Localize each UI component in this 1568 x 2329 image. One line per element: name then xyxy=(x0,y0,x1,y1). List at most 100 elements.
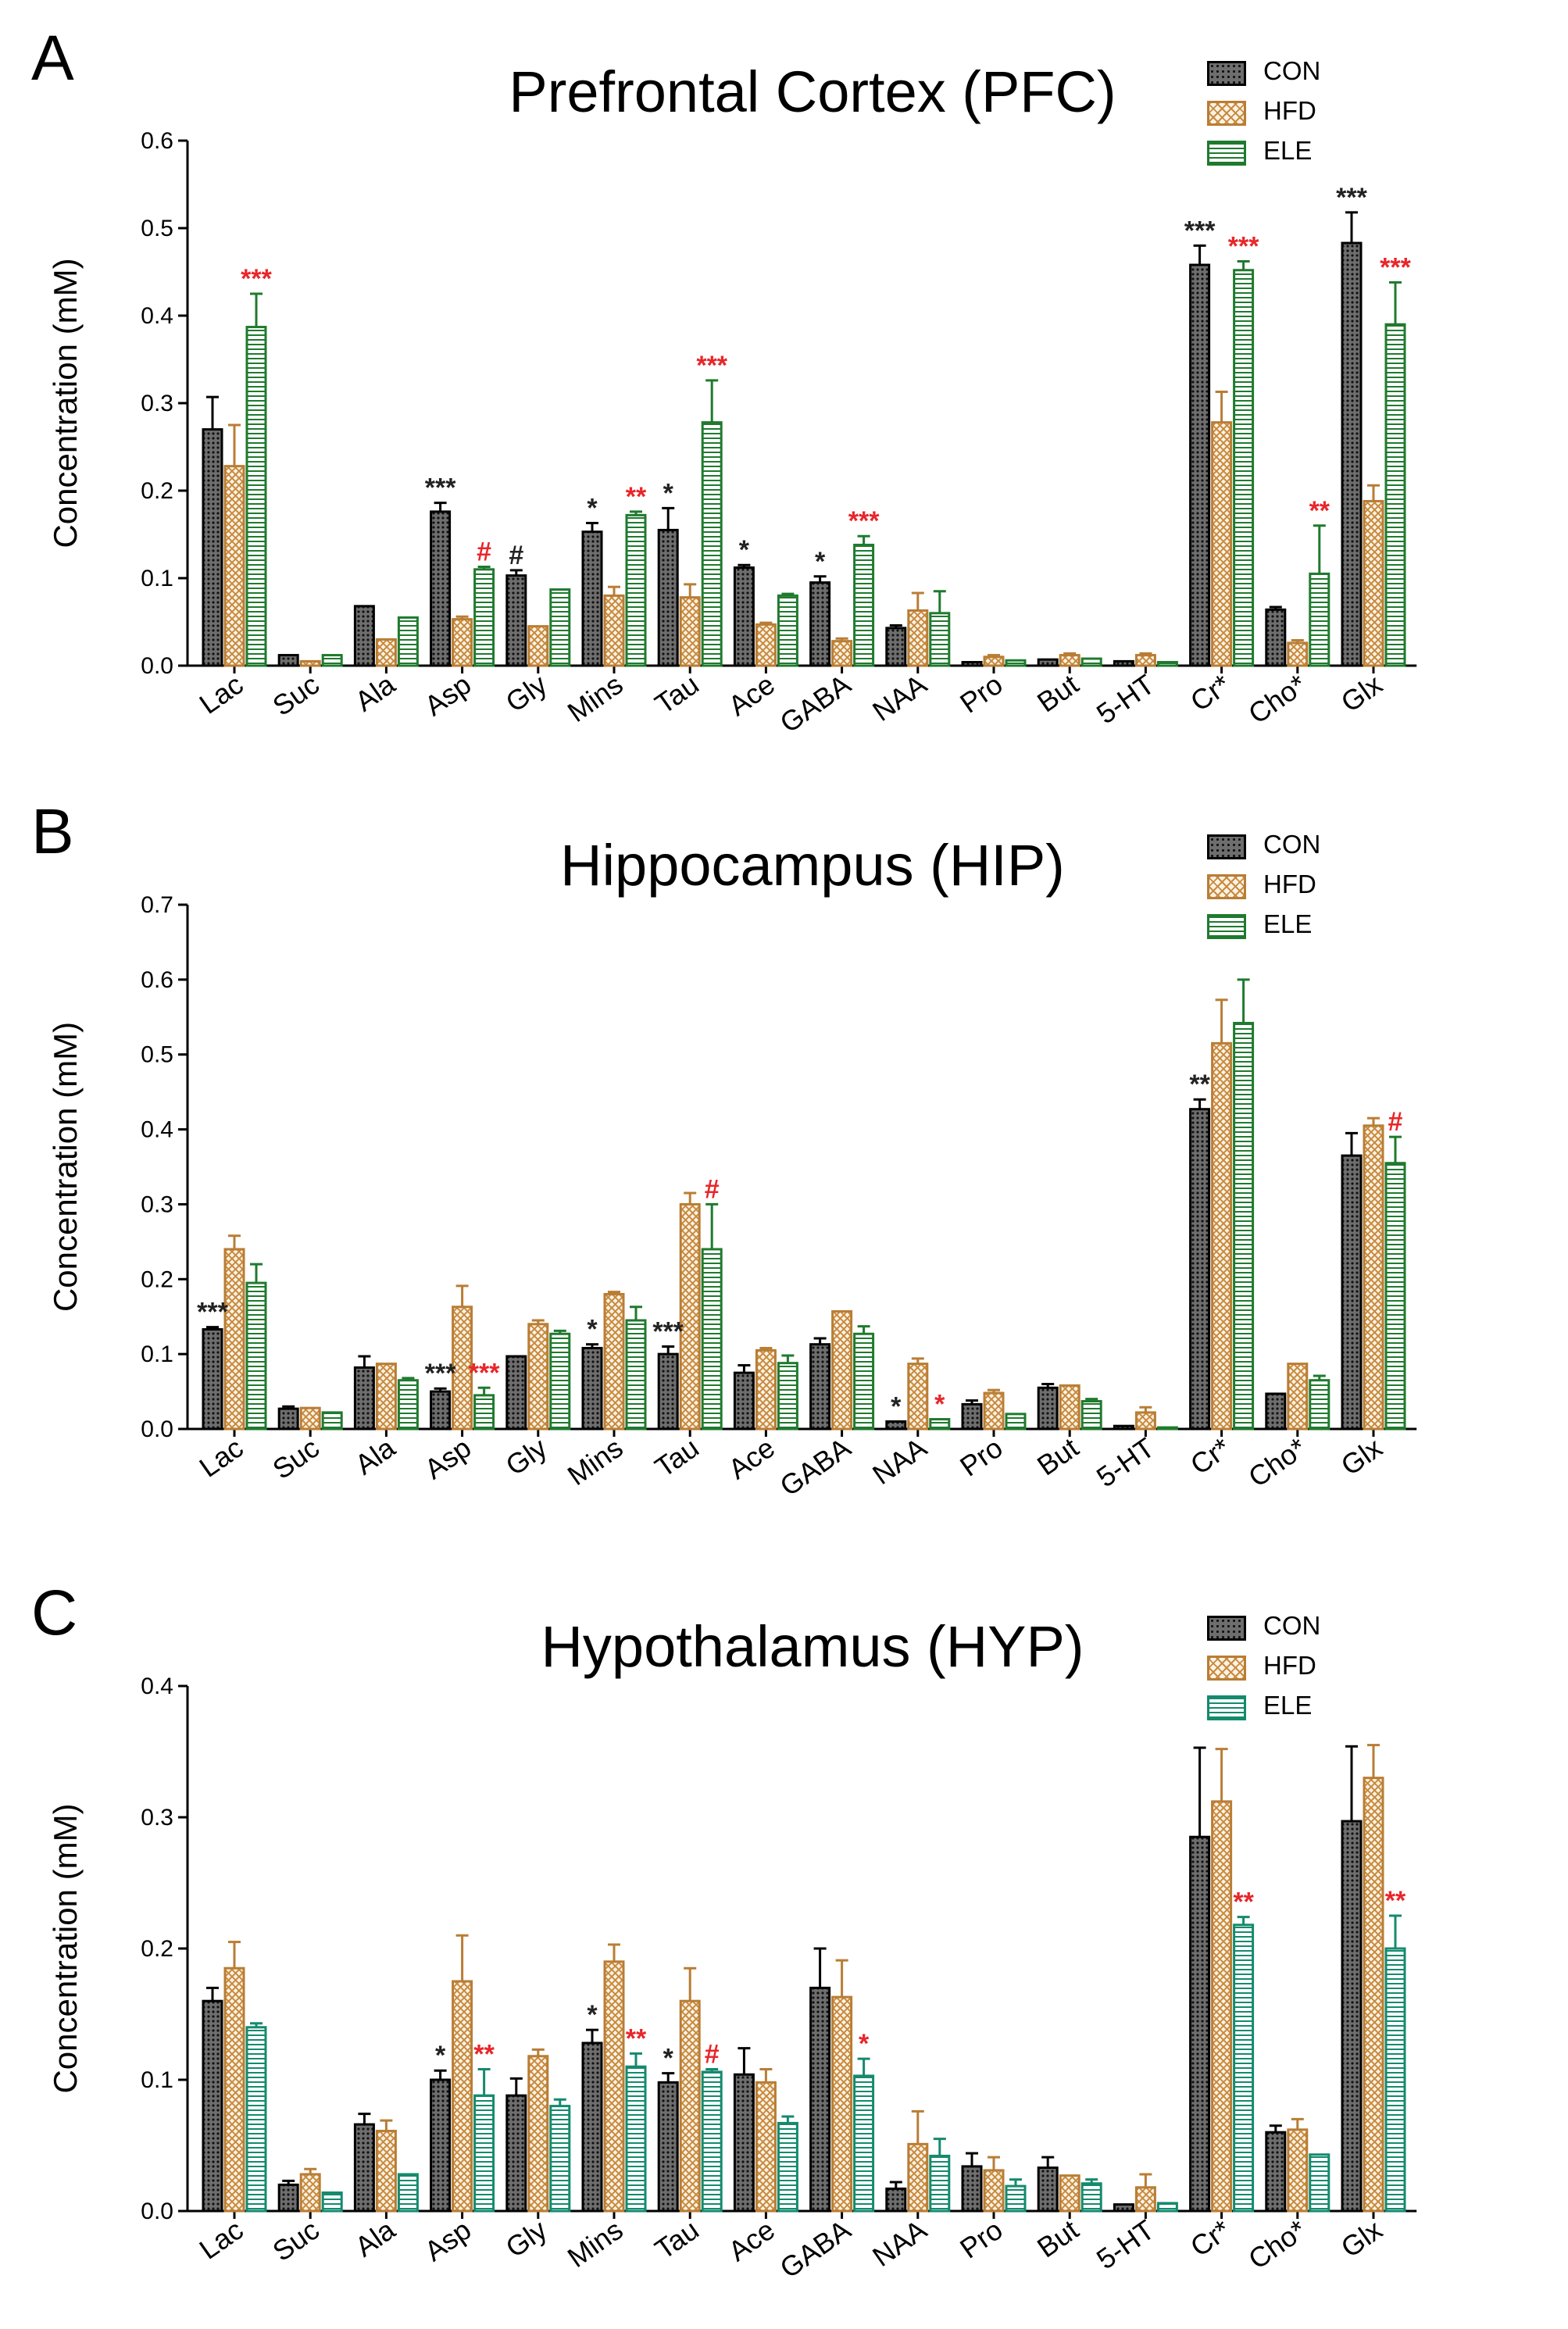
x-tick-label: But xyxy=(1031,668,1084,719)
x-tick-label: NAA xyxy=(866,1431,932,1491)
x-tick-label: GABA xyxy=(774,1431,856,1502)
bar-con xyxy=(1037,1386,1059,1431)
significance-marker: # xyxy=(509,541,523,570)
y-tick-label: 0.0 xyxy=(141,653,173,679)
bar-hfd xyxy=(907,609,929,667)
bar-ele xyxy=(321,654,343,667)
x-tick-label: NAA xyxy=(866,2213,932,2273)
significance-marker: # xyxy=(1388,1107,1403,1137)
bar-hfd xyxy=(983,1391,1005,1431)
bar-ele xyxy=(1080,1400,1102,1431)
x-tick-label: Ace xyxy=(723,1431,780,1485)
bar-ele xyxy=(1384,1947,1406,2213)
y-tick-label: 0.1 xyxy=(141,566,173,591)
bar-ele xyxy=(1080,2182,1102,2213)
bar-hfd xyxy=(223,1966,245,2213)
bar-ele xyxy=(473,2094,495,2213)
x-tick-label: Gly xyxy=(500,2213,553,2264)
y-tick-label: 0.2 xyxy=(141,1936,173,1962)
significance-marker: *** xyxy=(848,506,880,536)
bar-con xyxy=(1265,608,1287,667)
bar-con xyxy=(1265,1392,1287,1431)
x-tick-label: Cr* xyxy=(1184,1431,1236,1481)
bar-hfd xyxy=(1059,1384,1080,1431)
bar-hfd xyxy=(603,1292,625,1431)
bar-hfd xyxy=(755,2081,777,2213)
significance-marker: * xyxy=(663,478,674,508)
bar-hfd xyxy=(1287,2128,1309,2213)
bar-con xyxy=(353,1366,375,1431)
significance-marker: ** xyxy=(626,2024,647,2053)
significance-marker: *** xyxy=(1228,232,1259,262)
bar-hfd xyxy=(1211,421,1233,667)
chart-title: Hypothalamus (HYP) xyxy=(541,1614,1084,1679)
y-axis-label: Concentration (mM) xyxy=(47,1022,84,1312)
x-tick-label: Gly xyxy=(500,1431,553,1482)
bar-ele xyxy=(701,1248,723,1431)
x-tick-label: Cr* xyxy=(1184,668,1236,717)
bar-ele xyxy=(1080,657,1102,667)
y-tick-label: 0.2 xyxy=(141,1266,173,1292)
significance-marker: * xyxy=(587,1315,598,1345)
bar-con xyxy=(430,1390,452,1431)
bar-hfd xyxy=(527,1323,549,1431)
bar-ele xyxy=(397,1379,419,1431)
x-tick-label: Ace xyxy=(723,668,780,722)
bar-con xyxy=(202,1328,223,1431)
x-tick-label: Pro xyxy=(954,1431,1008,1483)
bar-con xyxy=(277,654,299,667)
significance-marker: ** xyxy=(1385,1886,1406,1916)
bar-ele xyxy=(1309,2153,1330,2213)
significance-marker: # xyxy=(705,2040,720,2070)
chart-svg-b: Concentration (mM) 0.0 0.1 0.2 0.3 0.4 0.5 0.6 0… xyxy=(47,892,1417,1502)
bar-ele xyxy=(777,594,798,667)
bar-con xyxy=(961,661,983,667)
bar-ele xyxy=(549,1332,571,1431)
panel-letter: A xyxy=(31,23,74,94)
bar-con xyxy=(1113,659,1134,667)
bar-ele xyxy=(1005,2184,1027,2213)
y-tick-label: 0.1 xyxy=(141,2067,173,2093)
bar-con xyxy=(657,2081,679,2213)
significance-marker: *** xyxy=(469,1358,500,1388)
bar-ele xyxy=(1233,1924,1255,2213)
bar-ele xyxy=(929,1418,951,1431)
x-tick-label: But xyxy=(1031,1431,1084,1482)
bar-con xyxy=(430,2078,452,2213)
bar-con xyxy=(202,428,223,667)
y-axis-label: Concentration (mM) xyxy=(47,258,84,548)
chart-svg-c: Concentration (mM) 0.0 0.1 0.2 0.3 0.4 Lac Suc A… xyxy=(47,1674,1417,2284)
significance-marker: ** xyxy=(626,482,647,512)
bar-con xyxy=(657,528,679,667)
bar-ele xyxy=(777,2121,798,2213)
legend-label: ELE xyxy=(1263,909,1313,938)
x-tick-label: Glx xyxy=(1335,1431,1388,1482)
bar-hfd xyxy=(603,594,625,667)
bar-hfd xyxy=(452,618,473,667)
bar-ele xyxy=(853,2074,875,2213)
bar-con xyxy=(809,1986,831,2213)
y-tick-label: 0.3 xyxy=(141,1191,173,1217)
y-tick-label: 0.0 xyxy=(141,1416,173,1442)
significance-marker: * xyxy=(891,1391,902,1421)
y-tick-label: 0.0 xyxy=(141,2199,173,2224)
x-tick-label: Mins xyxy=(562,668,629,728)
significance-marker: *** xyxy=(1184,216,1216,245)
bar-hfd xyxy=(299,659,321,667)
x-tick-label: Pro xyxy=(954,2213,1008,2265)
bar-hfd xyxy=(452,1306,473,1431)
significance-marker: * xyxy=(739,535,750,565)
x-tick-label: Glx xyxy=(1335,2213,1388,2264)
bar-ele xyxy=(549,2105,571,2213)
bar-hfd xyxy=(831,1995,853,2213)
bar-con xyxy=(961,1402,983,1431)
x-tick-label: Asp xyxy=(419,2213,477,2267)
x-tick-label: NAA xyxy=(866,668,932,727)
x-tick-label: 5-HT xyxy=(1091,1431,1160,1493)
bar-ele xyxy=(245,1281,267,1431)
bar-ele xyxy=(701,2070,723,2213)
bar-hfd xyxy=(983,2169,1005,2213)
x-tick-label: Ala xyxy=(349,2213,402,2263)
bar-hfd xyxy=(603,1960,625,2213)
bar-con xyxy=(733,2073,755,2213)
